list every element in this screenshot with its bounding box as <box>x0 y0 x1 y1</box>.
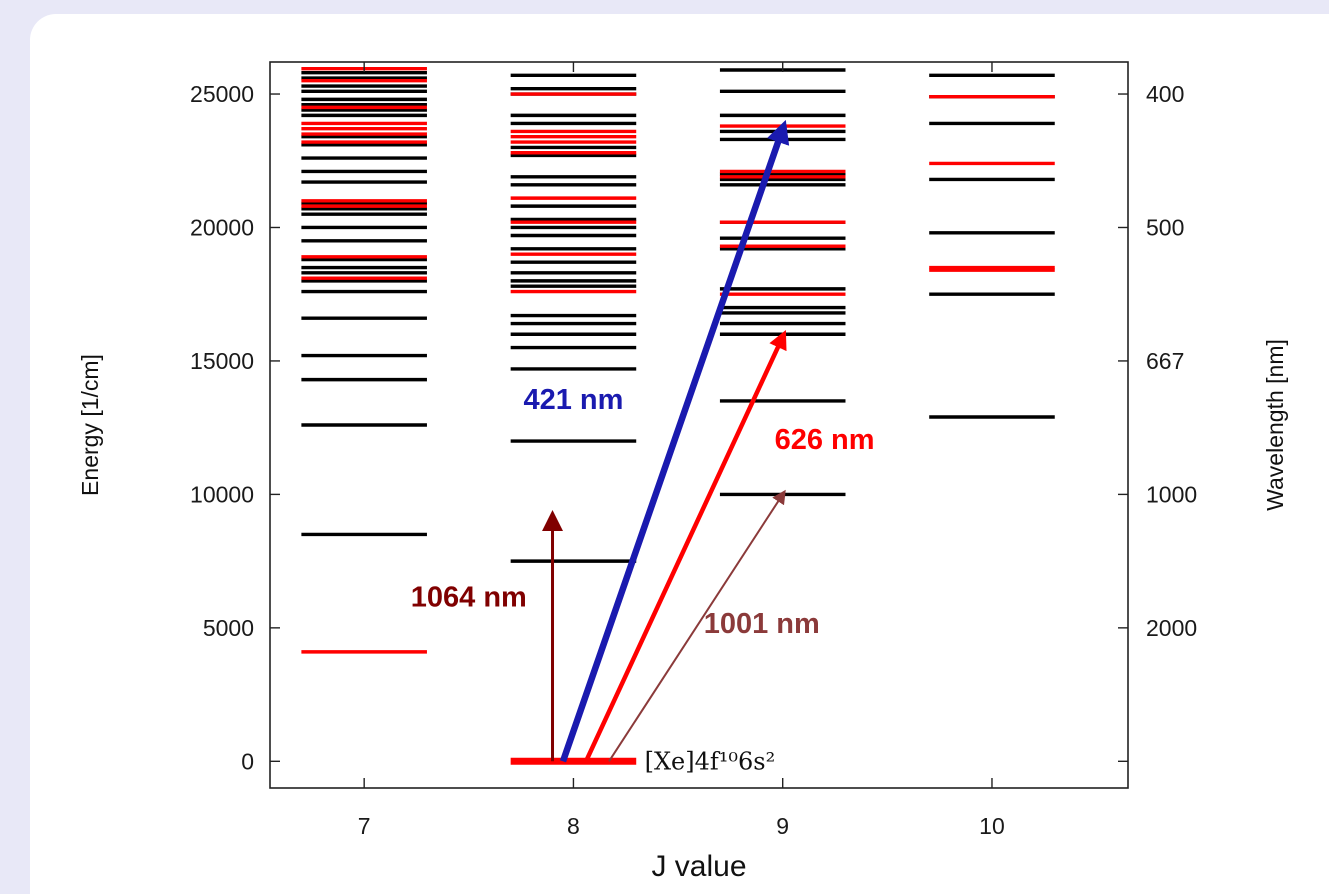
transition-label-626-nm: 626 nm <box>775 424 875 456</box>
y2-axis-title: Wavelength [nm] <box>1262 339 1288 511</box>
y2-tick-label: 400 <box>1146 81 1184 107</box>
chart-card <box>30 14 1329 894</box>
x-tick-label: 7 <box>358 813 371 839</box>
transition-arrow-626-nm <box>583 330 787 763</box>
transition-label-1001-nm: 1001 nm <box>704 608 820 640</box>
x-tick-label: 8 <box>567 813 580 839</box>
y2-tick-label: 667 <box>1146 348 1184 374</box>
y-tick-label: 25000 <box>190 81 254 107</box>
transition-label-1064-nm: 1064 nm <box>411 582 527 614</box>
transition-arrow-421-nm <box>559 119 790 763</box>
transition-label-421-nm: 421 nm <box>523 384 623 416</box>
y-tick-label: 10000 <box>190 481 254 507</box>
transition-arrow-1001-nm <box>608 489 786 762</box>
plot-frame <box>269 61 1129 789</box>
x-axis-title: J value <box>651 850 746 883</box>
y-tick-label: 15000 <box>190 348 254 374</box>
x-tick-label: 10 <box>979 813 1005 839</box>
y2-tick-label: 500 <box>1146 214 1184 240</box>
y-tick-label: 0 <box>241 748 254 774</box>
y-axis-title: Energy [1/cm] <box>77 354 103 496</box>
x-tick-label: 9 <box>776 813 789 839</box>
y2-tick-label: 1000 <box>1146 481 1197 507</box>
y2-tick-label: 2000 <box>1146 615 1197 641</box>
y-tick-label: 20000 <box>190 214 254 240</box>
y-tick-label: 5000 <box>203 615 254 641</box>
ground-state-label: [Xe]4f¹⁰6s² <box>645 747 776 775</box>
